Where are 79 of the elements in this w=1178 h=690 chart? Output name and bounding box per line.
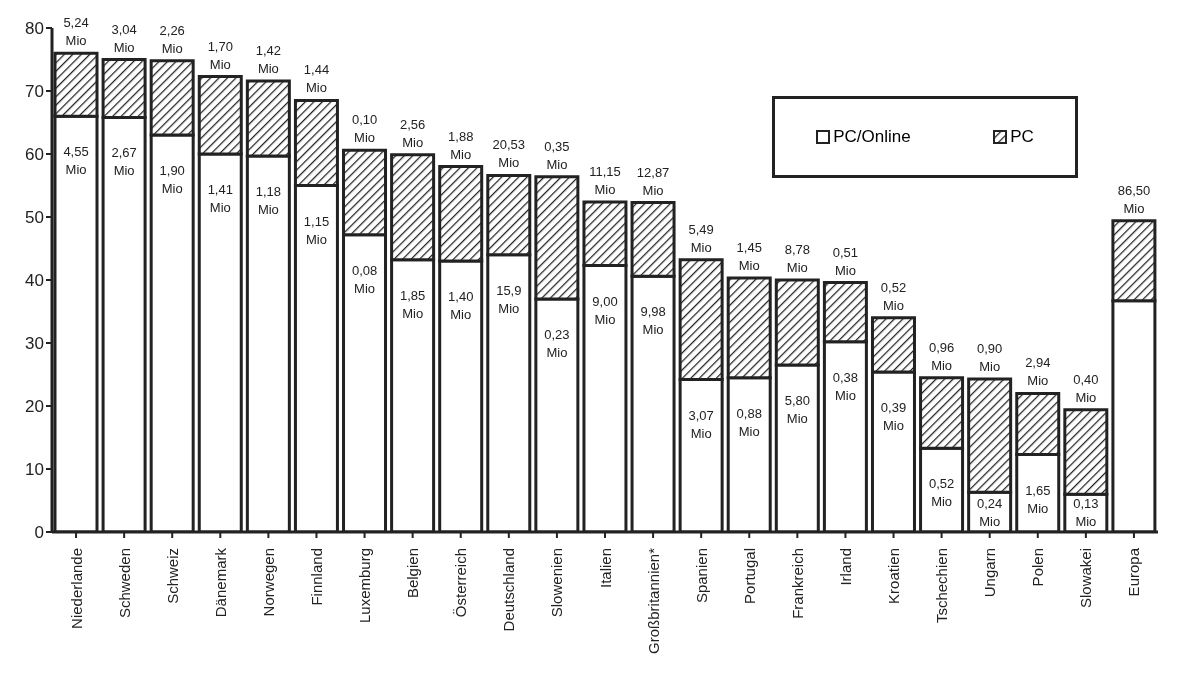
annotation: 1,15 Mio: [303, 213, 330, 247]
annotation: 2,26 Mio: [159, 22, 185, 56]
legend-label: PC/Online: [832, 127, 911, 147]
annotation: 1,45 Mio: [736, 240, 762, 274]
y-tick-label: 50: [25, 208, 44, 228]
x-tick-label: Europa: [1125, 547, 1143, 597]
x-tick-label: Deutschland: [500, 548, 518, 632]
annotation: 0,13 Mio: [1073, 496, 1099, 529]
legend-label: PC: [1009, 127, 1034, 147]
y-tick-label: 20: [25, 397, 44, 417]
x-tick-label: Spanien: [692, 548, 710, 604]
annotation: 0,35 Mio: [544, 138, 570, 172]
annotation: 0,52 Mio: [880, 279, 907, 313]
x-tick-label: Polen: [1029, 548, 1047, 587]
x-tick-label: Österreich: [452, 548, 470, 618]
annotation: 0,08 Mio: [351, 262, 378, 296]
annotation: 0,90 Mio: [977, 340, 1003, 374]
x-tick-label: Belgien: [404, 548, 422, 599]
x-tick-label: Kroatien: [885, 548, 903, 604]
annotation: 0,38 Mio: [832, 369, 859, 403]
annotation: 0,40 Mio: [1073, 371, 1099, 405]
x-tick-label: Dänemark: [211, 547, 229, 618]
annotation: 5,24 Mio: [63, 15, 89, 49]
annotation: 1,41 Mio: [207, 182, 233, 215]
annotation: 2,56 Mio: [400, 116, 426, 150]
y-tick-label: 70: [25, 82, 44, 102]
annotation: 1,44 Mio: [303, 62, 330, 96]
y-tick-label: 40: [25, 271, 44, 291]
annotation: 0,88 Mio: [736, 405, 762, 439]
annotation: 0,23 Mio: [544, 326, 570, 360]
annotation: 20,53 Mio: [492, 137, 526, 171]
annotation: 15,9 Mio: [496, 282, 522, 316]
annotation: 0,51 Mio: [832, 244, 859, 278]
annotation: 5,49 Mio: [688, 221, 714, 255]
annotation: 5,80 Mio: [784, 393, 810, 427]
x-tick-label: Slowenien: [548, 548, 566, 618]
annotation: 1,88 Mio: [448, 128, 474, 162]
y-tick-label: 60: [25, 145, 44, 165]
x-tick-label: Portugal: [740, 548, 758, 604]
annotation: 9,00 Mio: [592, 293, 618, 327]
x-tick-label: Ungarn: [981, 548, 999, 598]
annotation: 1,18 Mio: [255, 183, 282, 217]
y-tick-label: 10: [25, 460, 44, 480]
y-tick-label: 30: [25, 334, 44, 354]
y-tick-label: 0: [34, 523, 44, 543]
annotation: 1,40 Mio: [448, 289, 474, 323]
annotation: 11,15 Mio: [589, 163, 621, 197]
x-tick-label: Niederlande: [67, 548, 85, 629]
annotation: 1,90 Mio: [159, 163, 185, 197]
annotation: 0,10 Mio: [351, 112, 378, 146]
x-tick-label: Tschechien: [933, 548, 951, 624]
x-tick-label: Großbritannien*: [644, 547, 662, 654]
x-tick-label: Slowakei: [1077, 548, 1095, 609]
x-tick-label: Norwegen: [259, 548, 277, 617]
annotation: 86,50 Mio: [1117, 182, 1151, 216]
annotation: 8,78 Mio: [784, 242, 810, 275]
x-tick-label: Frankreich: [788, 548, 806, 619]
x-tick-label: Schweiz: [163, 548, 181, 604]
annotation: 1,70 Mio: [207, 38, 233, 72]
annotation: 4,55 Mio: [63, 144, 89, 178]
annotation: 9,98 Mio: [640, 304, 666, 338]
annotation: 0,52 Mio: [928, 476, 955, 510]
x-tick-label: Irland: [836, 548, 854, 586]
x-tick-label: Schweden: [115, 548, 133, 619]
annotation: 2,94 Mio: [1025, 355, 1051, 389]
x-tick-label: Luxemburg: [356, 548, 374, 624]
annotation: 0,39 Mio: [880, 399, 907, 433]
x-tick-label: Italien: [596, 548, 614, 589]
annotation: 1,85 Mio: [400, 287, 426, 321]
annotation: 12,87 Mio: [636, 164, 670, 198]
annotation: 3,07 Mio: [688, 407, 714, 441]
annotation: 0,24 Mio: [977, 496, 1003, 529]
annotation: 3,04 Mio: [111, 21, 137, 55]
annotation: 2,67 Mio: [111, 145, 137, 179]
annotation: 1,42 Mio: [255, 42, 282, 76]
x-tick-label: Finnland: [307, 548, 325, 606]
y-tick-label: 80: [25, 19, 44, 39]
annotation: 1,65 Mio: [1025, 482, 1051, 516]
annotation: 0,96 Mio: [928, 339, 955, 373]
